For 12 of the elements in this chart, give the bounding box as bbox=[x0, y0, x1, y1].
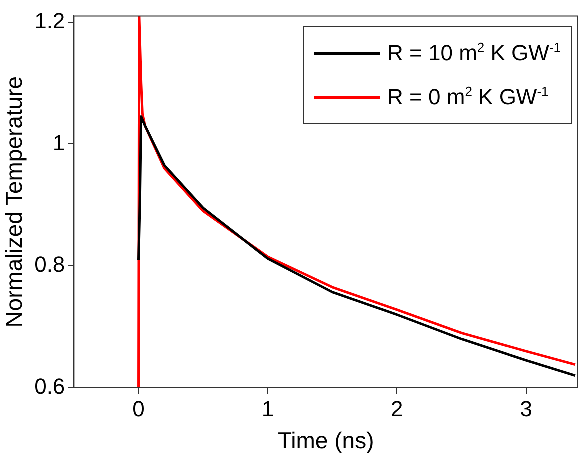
y-tick-label: 0.6 bbox=[34, 374, 66, 400]
y-tick-label: 0.8 bbox=[34, 252, 66, 278]
x-tick-label: 1 bbox=[262, 396, 274, 422]
y-axis-title: Normalized Temperature bbox=[1, 76, 28, 328]
x-tick-label: 2 bbox=[391, 396, 404, 422]
x-axis-title: Time (ns) bbox=[278, 428, 374, 454]
y-tick-label: 1 bbox=[52, 130, 66, 156]
legend-label: R = 0 m$^{2}$ K GW$^{-1}$ bbox=[388, 84, 549, 110]
legend-label: R = 10 m$^{2}$ K GW$^{-1}$ bbox=[388, 40, 561, 66]
x-tick-label: 0 bbox=[132, 396, 145, 422]
x-tick-label: 3 bbox=[520, 396, 532, 422]
y-tick-label: 1.2 bbox=[34, 8, 66, 34]
